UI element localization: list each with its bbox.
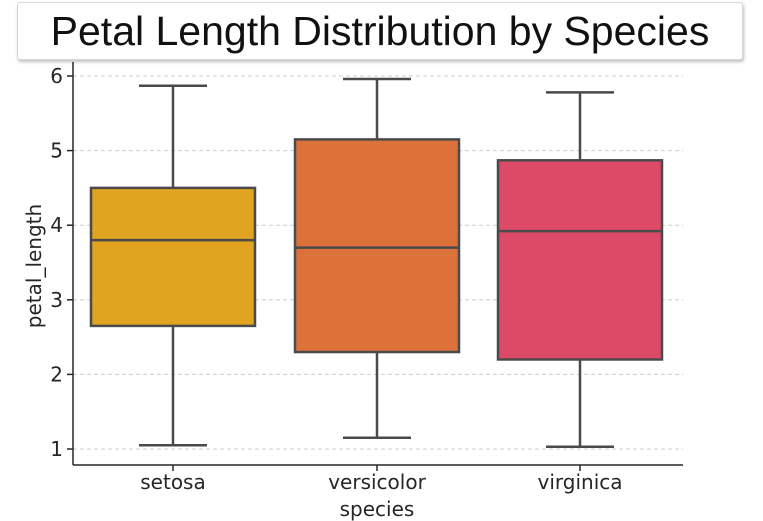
iqr-box-virginica <box>496 159 664 361</box>
box-setosa <box>89 84 257 447</box>
y-tick-label-1: 1 <box>50 437 63 461</box>
box-versicolor <box>293 77 461 440</box>
iqr-box-versicolor <box>293 138 461 354</box>
x-axis-label: species <box>340 497 415 521</box>
chart-title-box: Petal Length Distribution by Species <box>17 2 743 60</box>
y-tick-label-3: 3 <box>50 288 63 312</box>
x-ticks: setosa versicolor virginica <box>140 470 622 494</box>
y-ticks: 1 2 3 4 5 6 <box>50 64 581 471</box>
axes <box>72 62 683 466</box>
box-virginica <box>496 91 664 449</box>
x-tick-label-virginica: virginica <box>538 470 623 494</box>
x-tick-label-setosa: setosa <box>140 470 205 494</box>
boxes <box>89 77 664 449</box>
x-tick-label-versicolor: versicolor <box>328 470 426 494</box>
y-tick-label-5: 5 <box>50 139 63 163</box>
iqr-box-setosa <box>89 186 257 328</box>
y-axis-label: petal_length <box>22 204 46 328</box>
y-tick-label-2: 2 <box>50 362 63 386</box>
chart-title: Petal Length Distribution by Species <box>50 7 710 54</box>
y-tick-label-6: 6 <box>50 64 63 88</box>
y-tick-label-4: 4 <box>50 213 63 237</box>
